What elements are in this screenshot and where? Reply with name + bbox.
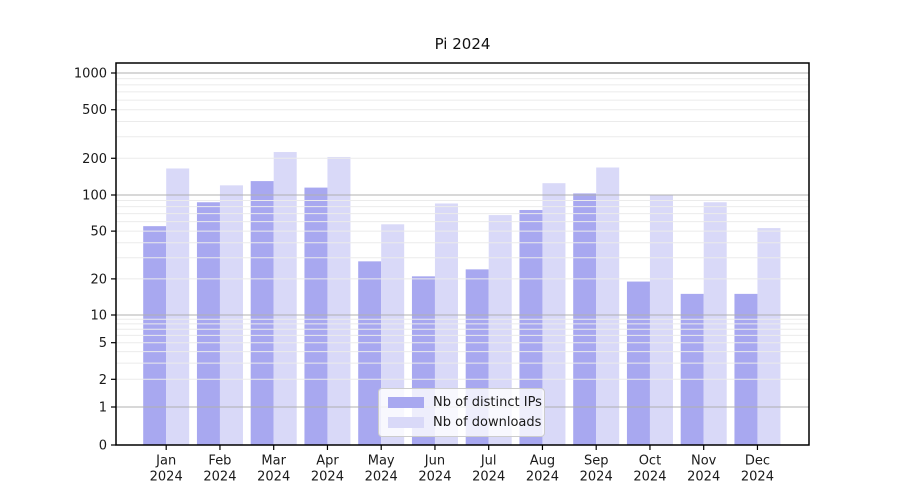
x-tick-label-year: 2024 xyxy=(526,470,559,485)
y-tick-label: 0 xyxy=(99,439,107,454)
x-tick-label-month: Sep xyxy=(584,454,609,469)
y-tick-label: 2 xyxy=(99,373,107,388)
bar-downloads-0 xyxy=(166,168,190,445)
bar-ips-3 xyxy=(304,187,328,446)
bar-downloads-7 xyxy=(542,183,566,445)
legend-item-downloads: Nb of downloads xyxy=(388,413,541,432)
y-tick-label: 500 xyxy=(82,103,107,118)
legend-label-downloads: Nb of downloads xyxy=(433,415,542,430)
x-tick-label-year: 2024 xyxy=(687,470,720,485)
x-tick-label-year: 2024 xyxy=(311,470,344,485)
y-tick-label: 100 xyxy=(82,189,107,204)
legend-label-distinct-ips: Nb of distinct IPs xyxy=(433,395,542,410)
x-tick-label-year: 2024 xyxy=(257,470,290,485)
bar-ips-4 xyxy=(358,261,382,445)
x-tick-label-year: 2024 xyxy=(472,470,505,485)
bar-ips-10 xyxy=(680,293,704,445)
x-tick-label-month: Apr xyxy=(316,454,339,469)
legend-swatch-1 xyxy=(388,417,424,428)
legend: Nb of distinct IPs Nb of downloads xyxy=(378,388,545,437)
y-tick-label: 1000 xyxy=(74,67,107,82)
bar-ips-11 xyxy=(734,293,758,445)
plot-frame xyxy=(115,62,810,446)
x-tick-label-month: May xyxy=(368,454,395,469)
bar-downloads-3 xyxy=(327,156,351,445)
y-tick-label: 1 xyxy=(99,401,107,416)
x-tick-label-year: 2024 xyxy=(203,470,236,485)
y-tick-label: 20 xyxy=(90,272,107,287)
y-tick-label: 5 xyxy=(99,336,107,351)
x-tick-label-month: Jan xyxy=(155,454,176,469)
y-tick-label: 10 xyxy=(90,309,107,324)
x-tick-label-month: Jul xyxy=(480,454,497,469)
bar-downloads-6 xyxy=(488,215,512,445)
bar-ips-7 xyxy=(519,209,543,445)
x-tick-label-month: Aug xyxy=(530,454,555,469)
bar-downloads-11 xyxy=(757,228,781,445)
y-tick-label: 50 xyxy=(90,225,107,240)
x-tick-label-year: 2024 xyxy=(365,470,398,485)
x-tick-label-year: 2024 xyxy=(580,470,613,485)
x-tick-label-month: Oct xyxy=(639,454,661,469)
x-tick-label-year: 2024 xyxy=(418,470,451,485)
legend-swatch-0 xyxy=(388,397,424,408)
x-tick-label-year: 2024 xyxy=(741,470,774,485)
x-tick-label-year: 2024 xyxy=(633,470,666,485)
bar-downloads-2 xyxy=(273,152,297,445)
bar-downloads-8 xyxy=(596,167,620,445)
x-tick-label-month: Dec xyxy=(745,454,770,469)
chart-title: Pi 2024 xyxy=(434,35,491,53)
x-tick-label-month: Feb xyxy=(208,454,231,469)
bar-ips-2 xyxy=(250,181,274,445)
x-tick-label-month: Nov xyxy=(691,454,717,469)
x-tick-label-month: Mar xyxy=(261,454,286,469)
x-tick-label-month: Jun xyxy=(424,454,445,469)
legend-item-distinct-ips: Nb of distinct IPs xyxy=(388,393,542,412)
y-tick-label: 200 xyxy=(82,152,107,167)
x-tick-label-year: 2024 xyxy=(150,470,183,485)
